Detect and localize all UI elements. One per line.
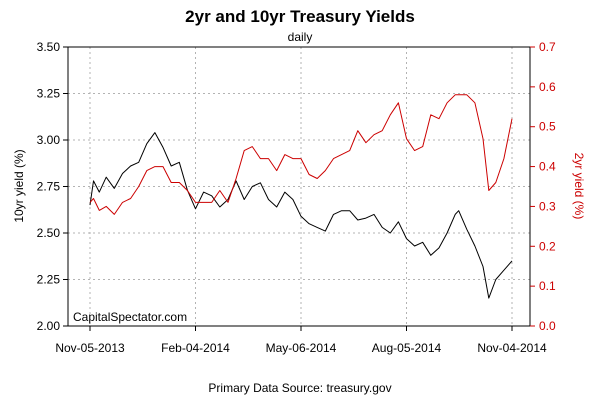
source-note: Primary Data Source: treasury.gov bbox=[208, 381, 391, 395]
right-y-tick-label: 0.3 bbox=[539, 199, 556, 213]
chart-subtitle: daily bbox=[288, 30, 313, 44]
x-tick-label: Nov-05-2013 bbox=[55, 341, 125, 355]
x-tick-label: Aug-05-2014 bbox=[372, 341, 442, 355]
grid-lines bbox=[68, 47, 530, 326]
right-y-axis-label: 2yr yield (%) bbox=[572, 153, 586, 220]
left-y-tick-label: 3.00 bbox=[37, 133, 61, 147]
right-y-axis: 0.0 0.1 0.2 0.3 0.4 0.5 0.6 0.7 bbox=[530, 40, 556, 333]
right-y-tick-label: 0.6 bbox=[539, 80, 556, 94]
series-lines bbox=[89, 94, 513, 299]
series-line-2yr bbox=[89, 94, 513, 215]
chart-title: 2yr and 10yr Treasury Yields bbox=[185, 7, 415, 26]
series-line-10yr bbox=[89, 132, 513, 299]
right-y-tick-label: 0.4 bbox=[539, 160, 556, 174]
right-y-tick-label: 0.1 bbox=[539, 279, 556, 293]
x-tick-label: Nov-04-2014 bbox=[477, 341, 547, 355]
left-y-tick-label: 2.75 bbox=[37, 180, 61, 194]
right-y-tick-label: 0.5 bbox=[539, 120, 556, 134]
x-tick-label: May-06-2014 bbox=[266, 341, 337, 355]
x-axis: Nov-05-2013 Feb-04-2014 May-06-2014 Aug-05-… bbox=[55, 326, 547, 355]
right-y-tick-label: 0.7 bbox=[539, 40, 556, 54]
right-y-tick-label: 0.2 bbox=[539, 239, 556, 253]
x-tick-label: Feb-04-2014 bbox=[161, 341, 230, 355]
right-y-tick-label: 0.0 bbox=[539, 319, 556, 333]
left-y-tick-label: 2.50 bbox=[37, 226, 61, 240]
left-y-axis: 2.00 2.25 2.50 2.75 3.00 3.25 3.50 bbox=[37, 40, 68, 333]
left-y-tick-label: 3.25 bbox=[37, 87, 61, 101]
left-y-tick-label: 2.25 bbox=[37, 273, 61, 287]
left-y-tick-label: 3.50 bbox=[37, 40, 61, 54]
left-y-tick-label: 2.00 bbox=[37, 319, 61, 333]
left-y-axis-label: 10yr yield (%) bbox=[12, 149, 26, 222]
watermark-label: CapitalSpectator.com bbox=[73, 310, 187, 324]
